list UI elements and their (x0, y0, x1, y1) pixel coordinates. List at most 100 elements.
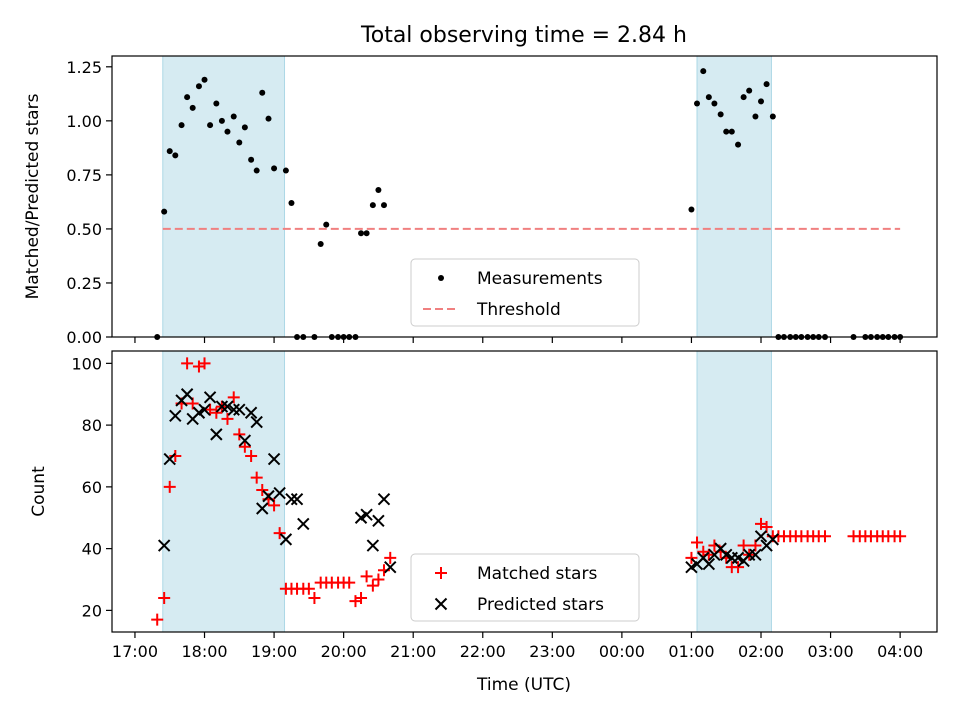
top-panel: 0.00 0.25 0.50 0.75 1.00 1.25 Matched/Predicte… (23, 55, 938, 347)
data-point (151, 613, 164, 626)
data-point (230, 113, 237, 120)
data-point (198, 357, 211, 370)
data-point (233, 403, 246, 416)
x-tick-label: 01:00 (668, 642, 714, 661)
x-tick-label: 21:00 (390, 642, 436, 661)
legend-box (410, 258, 640, 327)
y-tick-label: 80 (82, 416, 102, 435)
data-point (279, 533, 293, 546)
data-point (685, 551, 698, 564)
legend: Measurements Threshold (410, 258, 640, 327)
plot-frame (111, 55, 938, 338)
data-point (227, 403, 240, 416)
data-point (189, 104, 196, 111)
data-point (302, 582, 315, 595)
series-matched-stars (151, 357, 907, 626)
x-tick-label: 17:00 (112, 642, 158, 661)
data-point (198, 403, 211, 416)
data-point (366, 539, 380, 552)
data-point (163, 480, 176, 493)
data-point (157, 539, 171, 552)
data-point (749, 548, 762, 562)
data-point (372, 573, 385, 586)
data-point (819, 530, 832, 543)
data-point (763, 81, 770, 88)
data-point (894, 530, 907, 543)
data-point (358, 230, 365, 237)
data-point (290, 493, 304, 506)
data-point (343, 576, 356, 589)
y-tick-label: 100 (71, 354, 102, 373)
data-point (323, 221, 330, 228)
data-point (688, 206, 695, 213)
data-point (267, 452, 281, 466)
data-point (213, 100, 220, 107)
x-axis-label: Time (UTC) (476, 675, 571, 695)
data-point (375, 187, 382, 194)
y-tick-label: 1.25 (66, 58, 102, 77)
data-point (752, 113, 759, 120)
data-point (241, 124, 248, 131)
data-point (236, 139, 243, 146)
data-point (360, 508, 373, 521)
data-point (158, 592, 171, 605)
data-point (259, 89, 266, 96)
data-point (288, 199, 295, 206)
y-axis-label: Matched/Predicted stars (23, 93, 43, 299)
data-point (717, 111, 724, 118)
legend-box (410, 553, 640, 622)
data-point (244, 406, 258, 419)
data-point (178, 122, 185, 129)
legend-label: Measurements (477, 269, 603, 289)
data-point (711, 100, 718, 107)
data-point (297, 517, 310, 531)
y-tick-label: 1.00 (66, 112, 102, 131)
data-point (273, 486, 286, 500)
data-point (282, 167, 289, 174)
data-point (372, 514, 385, 528)
data-point (169, 409, 182, 423)
data-point (172, 152, 179, 159)
bottom-panel: 20 40 60 80 100 17:00 18:00 19:00 20:00 21:00 22:0… (29, 350, 938, 661)
data-point (195, 83, 202, 90)
data-point (169, 449, 182, 462)
data-point (181, 357, 194, 370)
data-point (384, 560, 397, 574)
data-point (221, 412, 234, 425)
data-point (308, 592, 321, 605)
data-point (248, 156, 255, 163)
data-point (221, 400, 234, 413)
data-point (210, 406, 223, 419)
data-point (207, 122, 214, 129)
data-point (349, 595, 362, 608)
data-point (732, 561, 745, 574)
x-tick-label: 00:00 (599, 642, 645, 661)
data-point (210, 428, 223, 441)
data-point (702, 548, 715, 561)
data-point (363, 230, 370, 237)
data-point (746, 87, 753, 94)
x-tick-label: 23:00 (529, 642, 575, 661)
data-point (366, 579, 379, 592)
data-point (694, 100, 701, 107)
data-point (218, 117, 225, 124)
data-point (256, 502, 269, 515)
data-point (369, 202, 376, 209)
data-point (766, 533, 780, 546)
data-point (754, 530, 768, 543)
legend-marker (435, 567, 447, 579)
legend-marker (434, 597, 448, 611)
data-point (184, 94, 191, 101)
legend: Matched stars Predicted stars (410, 553, 640, 622)
data-point (728, 128, 735, 135)
data-point (360, 570, 373, 583)
legend-label: Matched stars (477, 564, 597, 584)
data-point (758, 98, 765, 105)
data-point (163, 452, 176, 466)
data-point (355, 592, 368, 605)
data-point (250, 471, 263, 484)
x-tick-label: 22:00 (460, 642, 506, 661)
plot-frame (111, 350, 938, 633)
data-point (245, 449, 258, 462)
